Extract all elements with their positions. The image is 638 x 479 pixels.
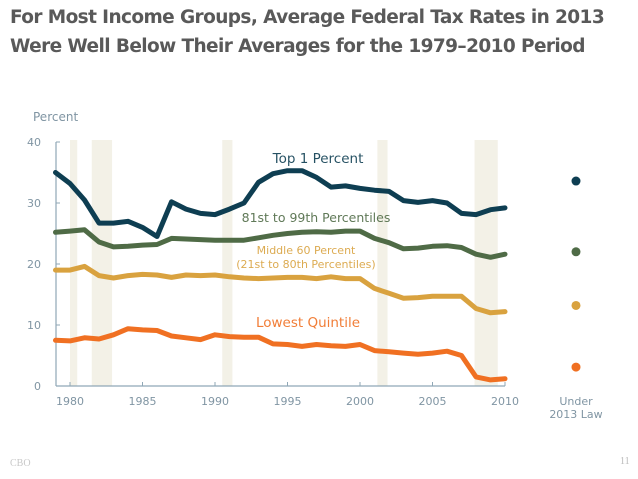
page-number: 11: [620, 456, 630, 467]
slide-title: For Most Income Groups, Average Federal …: [10, 3, 605, 61]
y-axis-label: Percent: [33, 110, 78, 124]
series-labels: Top 1 Percent 81st to 99th Percentiles Mid…: [236, 151, 390, 331]
axes: 0 10 20 30 40 1980 1985 1990 1995 2000 2005 2010: [27, 136, 519, 408]
series-label: Lowest Quintile: [256, 315, 360, 331]
series-label: 81st to 99th Percentiles: [242, 210, 391, 225]
series-label: Top 1 Percent: [272, 151, 364, 167]
recession-band: [474, 140, 498, 386]
x-tick-label: 1995: [274, 395, 302, 408]
under-2013-law-dot: [571, 362, 581, 372]
series-label: (21st to 80th Percentiles): [236, 258, 375, 271]
y-tick-label: 20: [27, 258, 41, 271]
under-2013-law-dot: [571, 300, 581, 310]
under-2013-law-dot: [571, 176, 581, 186]
series-lines: [53, 168, 508, 383]
under-2013-law-label: Under: [559, 395, 593, 408]
series-line: [53, 227, 508, 260]
y-tick-label: 30: [27, 197, 41, 210]
y-tick-label: 10: [27, 319, 41, 332]
y-tick-label: 40: [27, 136, 41, 149]
title-line-1: For Most Income Groups, Average Federal …: [10, 7, 605, 28]
recession-band: [91, 140, 113, 386]
series-line: [53, 326, 508, 383]
series-label: Middle 60 Percent: [257, 244, 356, 257]
recession-band: [377, 140, 388, 386]
x-tick-label: 1985: [129, 395, 157, 408]
y-tick-label: 0: [34, 380, 41, 393]
title-line-2: Were Well Below Their Averages for the 1…: [10, 36, 586, 57]
recession-bands: [70, 140, 498, 386]
recession-band: [70, 140, 78, 386]
x-tick-label: 2000: [346, 395, 374, 408]
x-tick-label: 2005: [419, 395, 447, 408]
recession-band: [222, 140, 233, 386]
under-2013-law-label: 2013 Law: [549, 408, 602, 421]
x-tick-label: 1980: [56, 395, 84, 408]
series-line: [53, 168, 508, 239]
footer-source: CBO: [10, 458, 31, 469]
under-2013-law-dot: [571, 247, 581, 257]
x-tick-label: 1990: [201, 395, 229, 408]
x-tick-label: 2010: [491, 395, 519, 408]
series-line: [53, 263, 508, 316]
